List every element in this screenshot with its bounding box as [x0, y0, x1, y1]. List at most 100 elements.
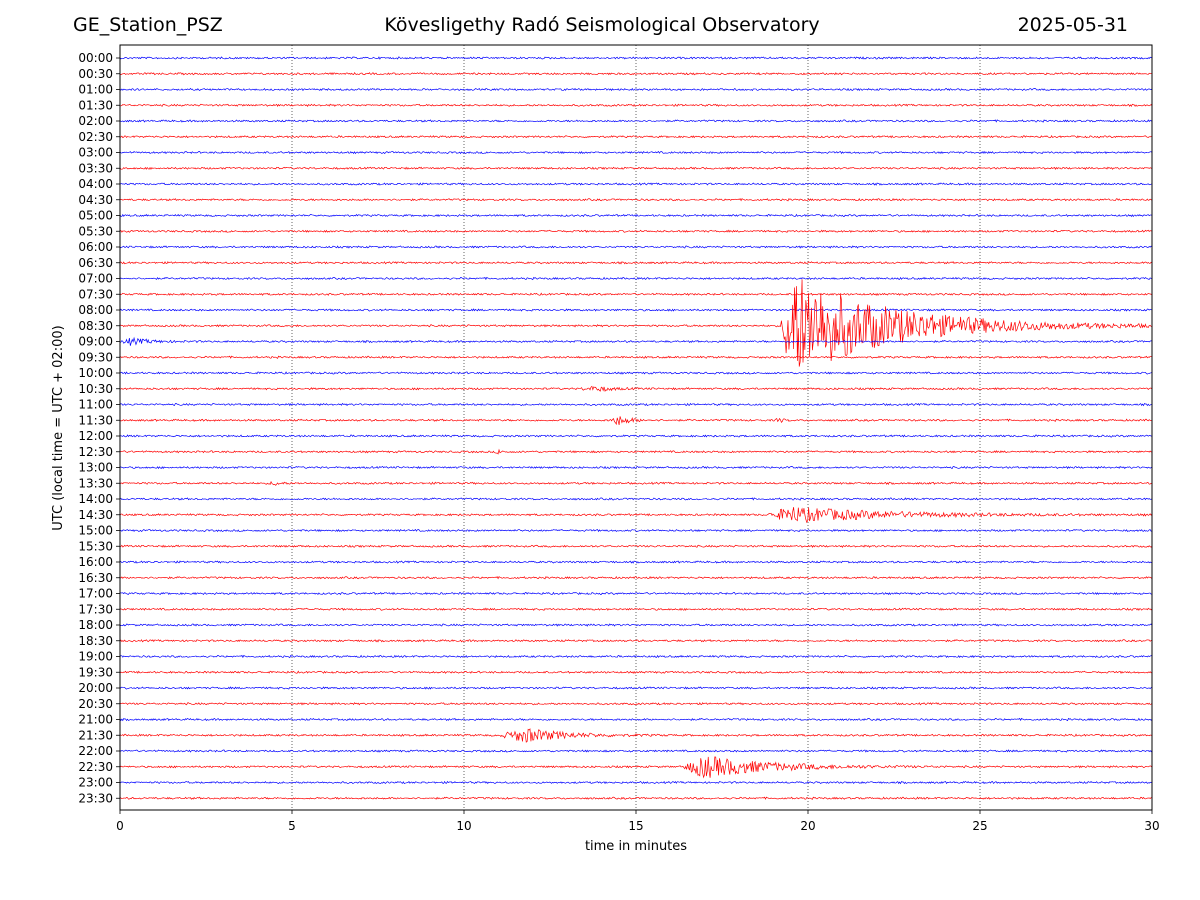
trace-row-1000 [119, 371, 1153, 375]
x-tick-label: 15 [628, 819, 643, 833]
x-tick-label: 10 [456, 819, 471, 833]
trace-row-0730 [119, 292, 1153, 296]
y-tick-label: 17:00 [78, 587, 113, 601]
trace-layer [119, 56, 1153, 800]
y-axis-label: UTC (local time = UTC + 02:00) [51, 325, 66, 530]
y-tick-label: 10:00 [78, 366, 113, 380]
trace-row-1400 [119, 497, 1153, 501]
trace-row-0830 [119, 279, 1153, 367]
trace-row-0500 [119, 213, 1153, 218]
y-tick-label: 11:30 [78, 413, 113, 427]
trace-row-2200 [119, 749, 1153, 753]
y-tick-label: 16:30 [78, 571, 113, 585]
y-tick-label: 10:30 [78, 382, 113, 396]
trace-row-1100 [119, 402, 1153, 407]
trace-row-1800 [119, 623, 1153, 627]
y-tick-label: 04:00 [78, 177, 113, 191]
trace-row-0030 [119, 71, 1153, 76]
trace-row-0400 [119, 182, 1153, 186]
x-tick-label: 20 [800, 819, 815, 833]
trace-row-0000 [119, 56, 1153, 60]
y-tick-label: 18:00 [78, 618, 113, 632]
trace-row-0800 [119, 308, 1153, 312]
trace-row-1330 [119, 480, 1153, 486]
trace-row-1130 [119, 416, 1153, 426]
trace-row-1500 [119, 528, 1153, 533]
x-axis-label: time in minutes [585, 839, 687, 854]
trace-row-1600 [119, 560, 1153, 564]
y-tick-label: 06:00 [78, 240, 113, 254]
y-tick-label: 02:30 [78, 130, 113, 144]
trace-row-0530 [119, 229, 1153, 233]
y-tick-label: 20:30 [78, 697, 113, 711]
y-tick-label: 23:30 [78, 791, 113, 805]
y-tick-label: 07:00 [78, 272, 113, 286]
trace-row-1300 [119, 465, 1153, 470]
trace-row-2030 [119, 702, 1153, 706]
y-tick-label: 09:30 [78, 350, 113, 364]
trace-row-1630 [119, 575, 1153, 580]
trace-row-2300 [119, 780, 1153, 785]
date-title: 2025-05-31 [1017, 14, 1128, 36]
y-tick-label: 06:30 [78, 256, 113, 270]
y-tick-label: 16:00 [78, 555, 113, 569]
y-tick-label: 22:30 [78, 760, 113, 774]
trace-row-1430 [119, 507, 1153, 524]
trace-row-0700 [119, 276, 1153, 281]
trace-row-1730 [119, 607, 1153, 611]
y-tick-label: 01:00 [78, 83, 113, 97]
trace-row-0600 [119, 245, 1153, 249]
y-tick-label: 13:00 [78, 461, 113, 475]
y-tick-label: 23:00 [78, 776, 113, 790]
y-tick-label: 21:00 [78, 713, 113, 727]
y-tick-label: 04:30 [78, 193, 113, 207]
trace-row-0330 [119, 166, 1153, 170]
trace-row-0930 [119, 355, 1153, 359]
x-tick-label: 5 [288, 819, 296, 833]
trace-row-2330 [119, 796, 1153, 800]
y-tick-label: 05:30 [78, 224, 113, 238]
trace-row-0430 [119, 197, 1153, 202]
trace-row-1030 [119, 385, 1153, 393]
y-tick-label: 21:30 [78, 728, 113, 742]
trace-row-2100 [119, 717, 1153, 722]
y-tick-label: 00:00 [78, 51, 113, 65]
plot-frame [119, 44, 1153, 811]
grid-lines [291, 45, 981, 810]
x-tick-label: 25 [972, 819, 987, 833]
y-tick-label: 14:30 [78, 508, 113, 522]
y-tick-label: 17:30 [78, 602, 113, 616]
y-tick-label: 22:00 [78, 744, 113, 758]
y-tick-label: 02:00 [78, 114, 113, 128]
y-tick-label: 03:30 [78, 161, 113, 175]
trace-row-1230 [119, 448, 1153, 455]
x-tick-label: 0 [116, 819, 124, 833]
y-tick-label: 20:00 [78, 681, 113, 695]
y-tick-label: 18:30 [78, 634, 113, 648]
y-tick-label: 09:00 [78, 335, 113, 349]
trace-row-0300 [119, 150, 1153, 155]
station-title: GE_Station_PSZ [73, 14, 223, 36]
trace-row-1900 [119, 654, 1153, 659]
trace-row-0900 [119, 336, 1153, 346]
y-tick-label: 15:00 [78, 524, 113, 538]
trace-row-0230 [119, 134, 1153, 139]
trace-row-0130 [119, 103, 1153, 108]
y-tick-label: 03:00 [78, 146, 113, 160]
y-tick-label: 14:00 [78, 492, 113, 506]
y-tick-label: 08:30 [78, 319, 113, 333]
y-tick-label: 15:30 [78, 539, 113, 553]
y-tick-label: 11:00 [78, 398, 113, 412]
trace-row-1200 [119, 434, 1153, 438]
y-tick-label: 01:30 [78, 98, 113, 112]
trace-row-2130 [119, 728, 1153, 743]
y-tick-label: 05:00 [78, 209, 113, 223]
trace-row-1530 [119, 544, 1153, 548]
y-tick-label: 19:00 [78, 650, 113, 664]
x-tick-label: 30 [1144, 819, 1159, 833]
y-tick-label: 08:00 [78, 303, 113, 317]
y-tick-label: 12:30 [78, 445, 113, 459]
y-tick-label: 13:30 [78, 476, 113, 490]
